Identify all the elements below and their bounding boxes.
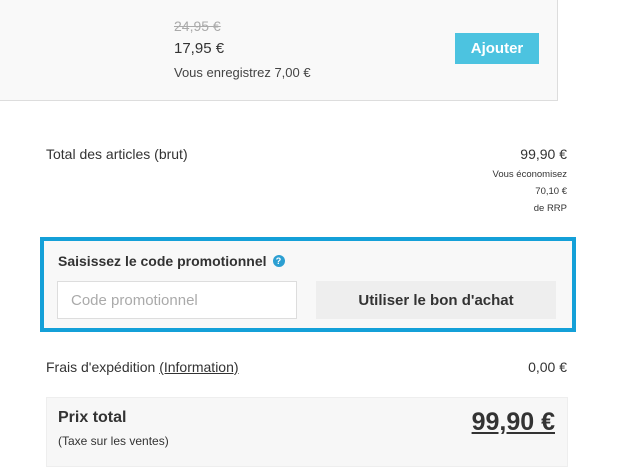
promo-title-text: Saisissez le code promotionnel xyxy=(58,253,267,269)
savings-line-3: de RRP xyxy=(533,203,567,214)
tax-note: (Taxe sur les ventes) xyxy=(58,434,169,448)
total-value: 99,90 € xyxy=(471,408,555,436)
subtotal-label: Total des articles (brut) xyxy=(46,146,188,162)
subtotal-value: 99,90 € xyxy=(520,146,567,162)
apply-voucher-button[interactable]: Utiliser le bon d'achat xyxy=(316,281,556,319)
total-box: Prix total (Taxe sur les ventes) 99,90 € xyxy=(46,397,568,467)
shipping-info-link[interactable]: (Information) xyxy=(159,359,239,375)
shipping-row: Frais d'expédition (Information) xyxy=(46,359,239,375)
help-icon[interactable]: ? xyxy=(272,255,285,267)
sale-price: 17,95 € xyxy=(174,40,225,57)
shipping-label: Frais d'expédition xyxy=(46,359,156,375)
add-button[interactable]: Ajouter xyxy=(455,33,539,64)
promo-code-input[interactable] xyxy=(57,281,297,319)
savings-line-2: 70,10 € xyxy=(535,186,567,197)
promo-code-section: Saisissez le code promotionnel ? Utilise… xyxy=(40,237,576,332)
savings-text: Vous enregistrez 7,00 € xyxy=(174,65,311,80)
total-label: Prix total xyxy=(58,409,127,426)
savings-line-1: Vous économisez xyxy=(492,169,567,180)
shipping-value: 0,00 € xyxy=(528,359,567,375)
original-price: 24,95 € xyxy=(174,18,221,34)
promo-title: Saisissez le code promotionnel ? xyxy=(58,253,285,269)
